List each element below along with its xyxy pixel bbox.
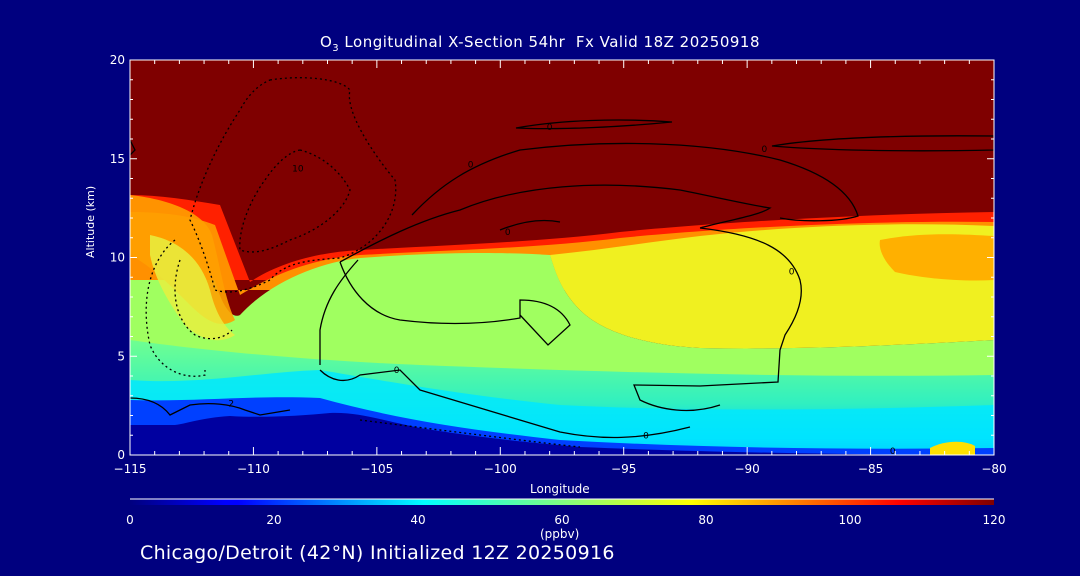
dotted-contours xyxy=(145,77,581,448)
x-tick-label: −115 xyxy=(114,462,147,476)
colorbar-tick-label: 100 xyxy=(839,513,862,527)
colorbar-tick-label: 0 xyxy=(126,513,134,527)
x-axis-label: Longitude xyxy=(530,482,590,496)
midtrop-green-region xyxy=(130,253,994,382)
x-tick-label: −110 xyxy=(237,462,270,476)
west-yellow-plume xyxy=(150,235,235,341)
contour-line xyxy=(515,119,673,130)
terrain-fill xyxy=(130,412,994,455)
contour-label: 0 xyxy=(890,447,896,457)
heatmap-field xyxy=(130,60,994,455)
x-tick-label: −85 xyxy=(858,462,883,476)
contour-line xyxy=(633,227,802,412)
contour-labels: 0 0 0 0 0 0 0 2 10 0 xyxy=(228,123,896,457)
y-tick-label: 20 xyxy=(110,53,125,67)
y-axis-label: Altitude (km) xyxy=(84,185,97,258)
contour-label: 10 xyxy=(292,165,304,175)
colorbar xyxy=(130,499,994,505)
contour-line xyxy=(145,239,206,377)
title-subscript: 3 xyxy=(332,43,340,54)
init-info-footer: Chicago/Detroit (42°N) Initialized 12Z 2… xyxy=(140,542,615,564)
x-tick-label: −80 xyxy=(981,462,1006,476)
x-tick-label: −100 xyxy=(484,462,517,476)
contour-label: 0 xyxy=(394,366,400,376)
title-rest: Longitudinal X-Section 54hr Fx Valid 18Z… xyxy=(339,33,761,51)
title-prefix: O xyxy=(319,33,333,51)
contour-line xyxy=(130,397,291,416)
y-tick-label: 10 xyxy=(110,251,125,265)
x-axis: −115 −110 −105 −100 −95 −90 −85 −80 xyxy=(114,60,1007,476)
contour-line xyxy=(319,369,691,439)
contour-label: 0 xyxy=(468,161,474,171)
contour-line xyxy=(319,259,359,365)
x-tick-label: −105 xyxy=(360,462,393,476)
colorbar-tick-label: 20 xyxy=(266,513,281,527)
contour-label: 0 xyxy=(789,267,795,277)
contour-line xyxy=(174,259,233,340)
contour-line xyxy=(130,139,136,156)
contour-line xyxy=(359,419,581,448)
colorbar-tick-label: 80 xyxy=(698,513,713,527)
colorbar-tick-label: 40 xyxy=(410,513,425,527)
x-tick-label: −90 xyxy=(734,462,759,476)
yellow-orange-bump xyxy=(879,234,994,281)
contour-line xyxy=(499,219,561,231)
x-tick-label: −95 xyxy=(611,462,636,476)
contour-line xyxy=(339,261,571,346)
colorbar-tick-label: 120 xyxy=(983,513,1006,527)
contour-label: 2 xyxy=(228,400,234,410)
y-tick-label: 5 xyxy=(117,349,125,363)
contour-line xyxy=(771,135,994,152)
warm-surface-spot xyxy=(930,441,975,455)
contour-label: 0 xyxy=(547,123,553,133)
contour-line xyxy=(411,142,859,222)
contour-line xyxy=(189,77,397,293)
colorbar-ticks: 0 20 40 60 80 100 120 xyxy=(126,513,1005,527)
contour-label: 0 xyxy=(762,145,768,155)
contour-label: 0 xyxy=(505,228,511,238)
colorbar-tick-label: 60 xyxy=(554,513,569,527)
colorbar-units-label: (ppbv) xyxy=(540,527,580,541)
contour-label: 0 xyxy=(643,431,649,441)
y-tick-label: 15 xyxy=(110,152,125,166)
chart-title: O3 Longitudinal X-Section 54hr Fx Valid … xyxy=(0,33,1080,54)
y-tick-label: 0 xyxy=(117,448,125,462)
solid-contours xyxy=(130,119,994,439)
contour-line xyxy=(339,184,772,263)
